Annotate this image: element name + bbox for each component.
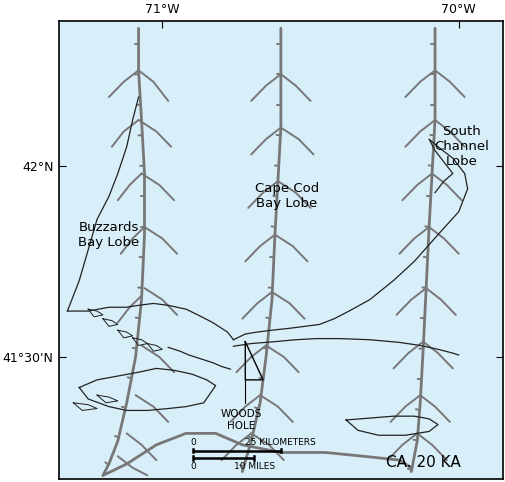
Text: WOODS
HOLE: WOODS HOLE [220, 409, 261, 431]
Text: 25 KILOMETERS: 25 KILOMETERS [245, 438, 316, 447]
Text: 10 MILES: 10 MILES [233, 462, 274, 471]
Text: South
Channel
Lobe: South Channel Lobe [433, 125, 488, 168]
Text: Cape Cod
Bay Lobe: Cape Cod Bay Lobe [254, 182, 318, 211]
Text: 0: 0 [190, 438, 196, 447]
Text: CA. 20 KA: CA. 20 KA [385, 455, 460, 469]
Text: 0: 0 [190, 462, 196, 471]
Text: Buzzards
Bay Lobe: Buzzards Bay Lobe [78, 221, 139, 249]
